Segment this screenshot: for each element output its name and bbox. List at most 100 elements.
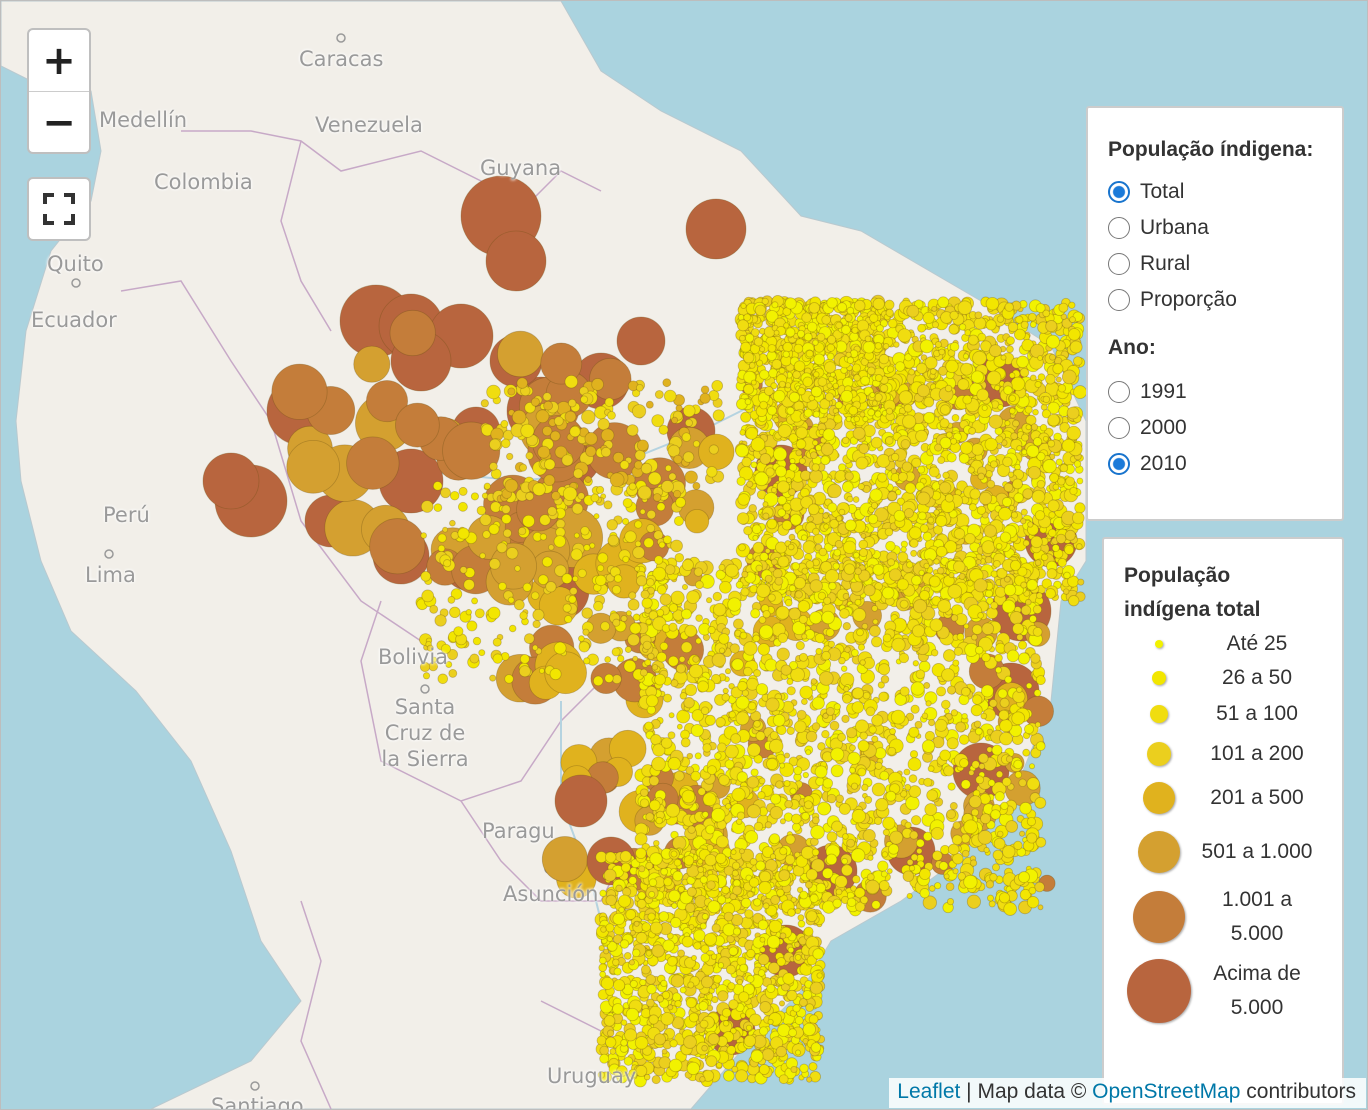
population-bubble[interactable]: [1026, 896, 1040, 909]
population-bubble[interactable]: [962, 353, 969, 360]
population-bubble[interactable]: [882, 633, 892, 643]
population-bubble[interactable]: [901, 461, 913, 472]
population-bubble[interactable]: [849, 744, 856, 752]
population-bubble[interactable]: [903, 403, 913, 413]
population-bubble[interactable]: [781, 519, 793, 531]
population-bubble[interactable]: [827, 502, 838, 513]
population-bubble[interactable]: [972, 350, 987, 366]
population-bubble[interactable]: [655, 816, 663, 825]
population-bubble[interactable]: [647, 652, 655, 661]
population-bubble[interactable]: [842, 622, 851, 631]
population-bubble[interactable]: [668, 712, 675, 719]
population-bubble[interactable]: [950, 437, 958, 445]
population-bubble[interactable]: [1010, 376, 1026, 392]
population-bubble[interactable]: [842, 833, 849, 840]
population-bubble[interactable]: [645, 694, 659, 708]
population-bubble[interactable]: [992, 849, 1004, 861]
population-bubble[interactable]: [714, 752, 722, 760]
population-bubble[interactable]: [908, 526, 922, 540]
population-bubble[interactable]: [981, 652, 991, 663]
population-bubble[interactable]: [1065, 476, 1075, 487]
population-bubble[interactable]: [684, 508, 710, 534]
population-bubble[interactable]: [736, 771, 748, 783]
population-bubble[interactable]: [686, 752, 694, 760]
population-bubble[interactable]: [712, 591, 723, 602]
population-bubble[interactable]: [851, 687, 864, 700]
population-bubble[interactable]: [651, 1075, 661, 1085]
population-bubble[interactable]: [910, 704, 920, 714]
population-bubble[interactable]: [981, 622, 995, 635]
population-bubble[interactable]: [947, 843, 960, 856]
population-bubble[interactable]: [944, 493, 954, 503]
population-bubble[interactable]: [834, 539, 844, 549]
population-bubble[interactable]: [346, 436, 400, 490]
population-bubble[interactable]: [656, 584, 667, 595]
population-bubble[interactable]: [958, 453, 970, 464]
population-bubble[interactable]: [784, 799, 793, 809]
population-bubble[interactable]: [796, 709, 807, 720]
population-bubble[interactable]: [949, 310, 959, 320]
population-bubble[interactable]: [1001, 496, 1013, 508]
population-bubble[interactable]: [785, 834, 796, 845]
population-bubble[interactable]: [756, 583, 771, 598]
population-bubble[interactable]: [970, 704, 983, 717]
population-bubble[interactable]: [952, 659, 960, 667]
population-bubble[interactable]: [736, 811, 746, 821]
population-bubble[interactable]: [867, 854, 874, 861]
population-bubble[interactable]: [750, 461, 758, 469]
population-bubble[interactable]: [842, 694, 852, 704]
population-bubble[interactable]: [820, 455, 831, 466]
population-bubble[interactable]: [785, 477, 792, 484]
population-bubble[interactable]: [737, 680, 748, 692]
population-bubble[interactable]: [1032, 437, 1043, 447]
population-bubble[interactable]: [843, 686, 850, 693]
population-bubble[interactable]: [1020, 320, 1029, 329]
population-bubble[interactable]: [779, 762, 786, 769]
population-bubble[interactable]: [897, 328, 912, 343]
population-bubble[interactable]: [1025, 424, 1032, 431]
population-bubble[interactable]: [939, 404, 951, 415]
population-bubble[interactable]: [829, 720, 840, 731]
population-bubble[interactable]: [832, 898, 842, 909]
population-bubble[interactable]: [752, 634, 761, 643]
population-bubble[interactable]: [915, 669, 926, 680]
population-bubble[interactable]: [820, 443, 834, 456]
population-bubble[interactable]: [933, 509, 940, 516]
population-bubble[interactable]: [645, 974, 656, 985]
population-bubble[interactable]: [900, 546, 907, 553]
population-bubble[interactable]: [769, 806, 784, 820]
population-bubble[interactable]: [980, 813, 991, 825]
population-bubble[interactable]: [906, 304, 920, 318]
population-bubble[interactable]: [944, 384, 953, 393]
population-bubble[interactable]: [846, 838, 856, 848]
population-bubble[interactable]: [733, 618, 744, 630]
population-bubble[interactable]: [971, 760, 980, 769]
population-bubble[interactable]: [673, 858, 682, 867]
population-bubble[interactable]: [996, 315, 1005, 323]
population-bubble[interactable]: [919, 589, 930, 601]
population-bubble[interactable]: [994, 384, 1001, 392]
population-bubble[interactable]: [1005, 820, 1019, 833]
population-bubble[interactable]: [885, 540, 896, 552]
population-bubble[interactable]: [915, 481, 925, 491]
population-bubble[interactable]: [807, 503, 820, 516]
population-bubble[interactable]: [977, 829, 993, 845]
population-bubble[interactable]: [901, 414, 917, 429]
population-bubble[interactable]: [679, 986, 687, 994]
population-bubble[interactable]: [1026, 832, 1038, 844]
population-bubble[interactable]: [874, 761, 883, 770]
population-bubble[interactable]: [921, 712, 929, 720]
population-bubble[interactable]: [690, 724, 704, 737]
population-bubble[interactable]: [1047, 439, 1056, 448]
population-bubble[interactable]: [793, 766, 803, 776]
population-bubble[interactable]: [998, 892, 1011, 904]
population-bubble[interactable]: [692, 655, 700, 663]
population-bubble[interactable]: [777, 632, 788, 644]
population-bubble[interactable]: [994, 791, 1005, 802]
population-bubble[interactable]: [846, 727, 858, 739]
population-bubble[interactable]: [693, 941, 702, 950]
population-bubble[interactable]: [764, 574, 773, 583]
population-bubble[interactable]: [865, 879, 880, 895]
population-bubble[interactable]: [1052, 483, 1060, 491]
population-bubble[interactable]: [764, 658, 778, 672]
